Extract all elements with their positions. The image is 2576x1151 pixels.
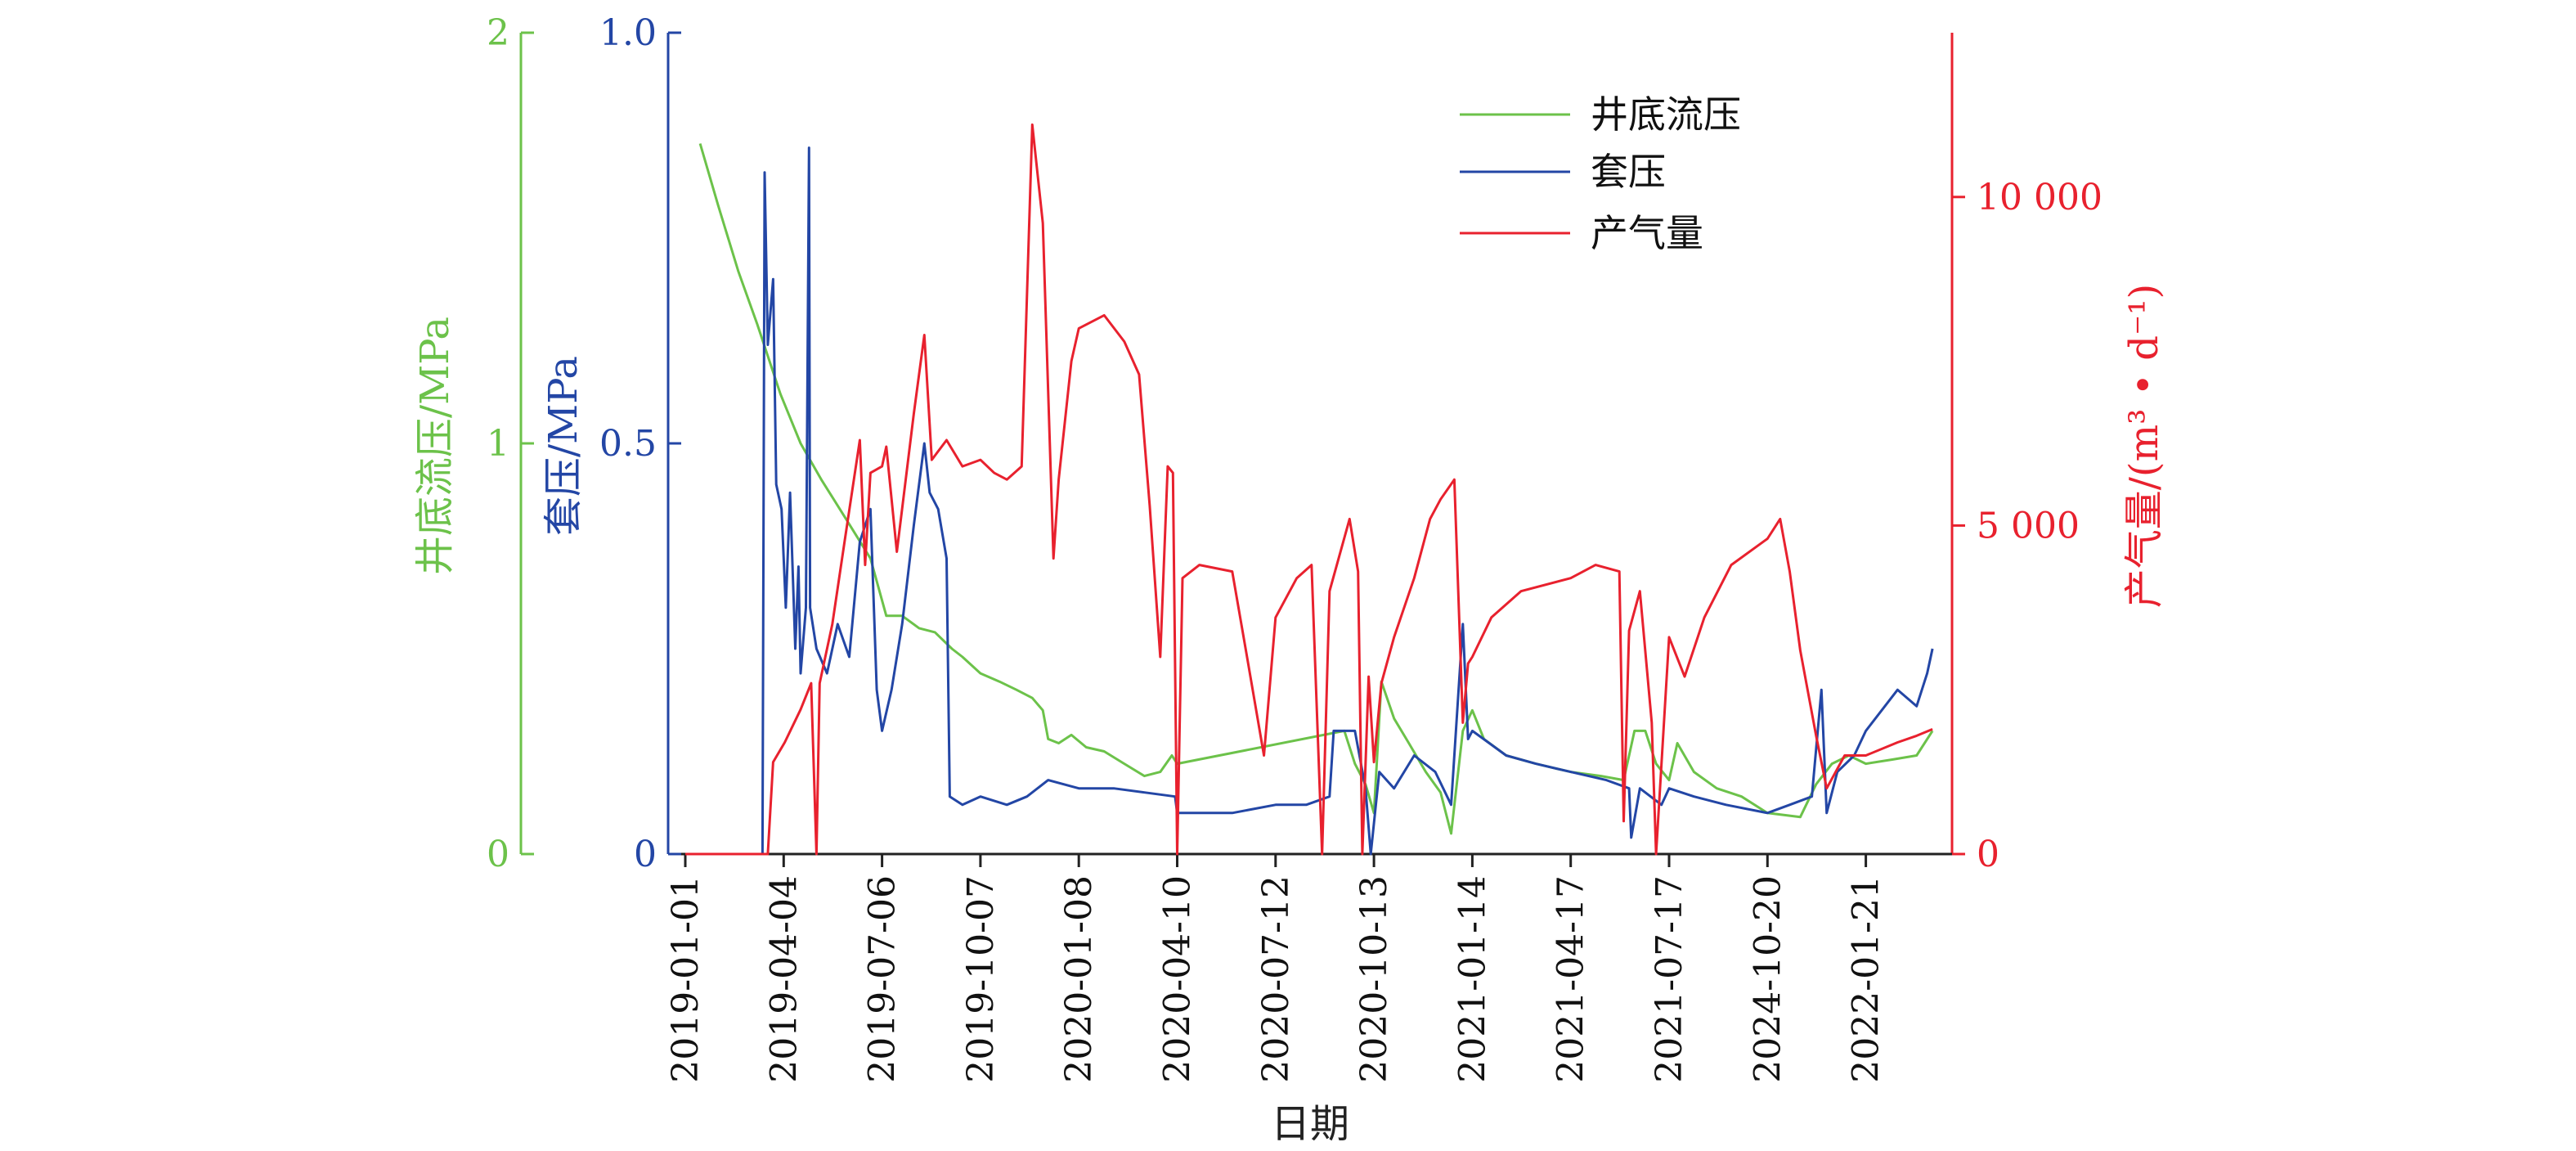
legend-label-casing: 套压: [1591, 150, 1666, 194]
casing-axis-title: 套压/MPa: [541, 356, 586, 536]
bhp-tick-label: 0: [487, 834, 509, 875]
casing-tick-label: 1.0: [599, 12, 657, 54]
x-tick-label: 2019-01-01: [665, 875, 707, 1083]
casing-tick-label: 0.5: [599, 423, 657, 465]
x-tick-label: 2021-01-14: [1452, 875, 1493, 1083]
x-tick-label: 2021-04-17: [1551, 875, 1592, 1083]
bhp-axis-title: 井底流压/MPa: [412, 317, 458, 575]
gas-tick-label: 10 000: [1977, 177, 2103, 218]
x-tick-label: 2020-04-10: [1157, 875, 1199, 1083]
x-tick-label: 2020-07-12: [1255, 875, 1297, 1083]
x-tick-label: 2019-10-07: [960, 875, 1002, 1083]
x-tick-label: 2019-07-06: [862, 875, 904, 1083]
legend-label-gas: 产气量: [1591, 211, 1703, 255]
x-tick-label: 2020-10-13: [1353, 875, 1395, 1083]
legend-label-bhp: 井底流压: [1591, 92, 1741, 137]
casing-axis-ticks: 0 0.5 1.0: [599, 12, 681, 875]
gas-tick-label: 5 000: [1977, 505, 2080, 546]
x-tick-label: 2019-04-04: [763, 875, 805, 1083]
x-tick-label: 2024-10-20: [1747, 875, 1788, 1083]
bhp-axis-ticks: 0 1 2: [487, 12, 534, 875]
x-axis-title: 日期: [1271, 1101, 1349, 1147]
gas-axis-title: 产气量/(m³ • d⁻¹): [2121, 284, 2167, 609]
x-tick-label: 2021-07-17: [1649, 875, 1690, 1083]
casing-tick-label: 0: [634, 834, 657, 875]
x-tick-label: 2020-01-08: [1058, 875, 1100, 1083]
x-tick-label: 2022-01-21: [1846, 875, 1887, 1083]
gas-axis-ticks: 0 5 000 10 000: [1952, 177, 2103, 875]
bhp-tick-label: 2: [487, 12, 509, 54]
series-line-bhp: [698, 143, 1934, 835]
series-line-casing: [761, 146, 1934, 856]
legend: 井底流压 套压 产气量: [1460, 92, 1741, 255]
series-line-gas: [685, 123, 1933, 856]
series-layer: [685, 123, 1934, 856]
bhp-tick-label: 1: [487, 423, 509, 465]
x-axis-ticks: 2019-01-01 2019-04-04 2019-07-06 2019-10-07…: [665, 854, 1887, 1083]
gas-tick-label: 0: [1977, 834, 1999, 875]
